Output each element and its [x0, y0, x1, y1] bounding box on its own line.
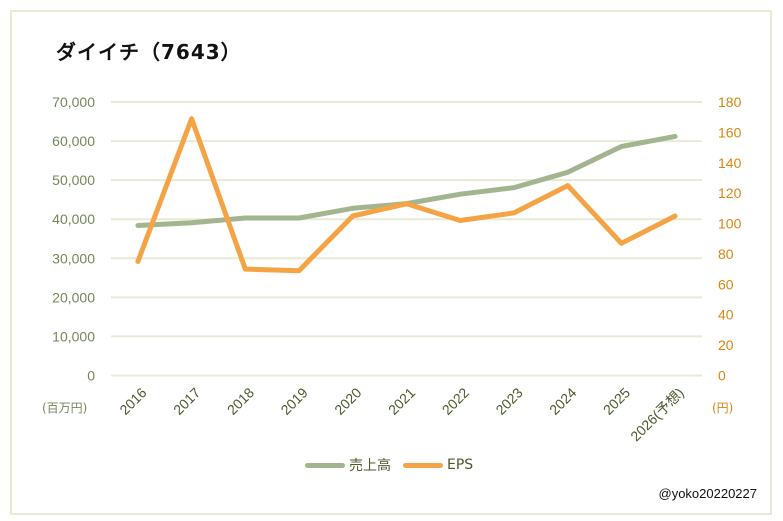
x-axis-tick: 2019	[277, 384, 310, 417]
credit-text: @yoko20220227	[658, 486, 758, 501]
left-y-axis: 0 10,000 20,000 30,000 40,000 50,000 60,000 70,…	[52, 94, 95, 384]
gridlines	[111, 101, 702, 377]
eps-series-line	[135, 116, 678, 274]
x-axis-tick: 2023	[492, 384, 525, 417]
x-axis-tick: 2022	[439, 384, 472, 417]
x-axis-tick: 2025	[600, 384, 633, 417]
legend-item-eps[interactable]: EPS	[403, 457, 473, 473]
legend-label-eps: EPS	[447, 457, 474, 473]
legend-label-sales: 売上高	[349, 458, 391, 474]
right-axis-tick: 80	[718, 246, 734, 262]
legend: 売上高 EPS	[305, 455, 473, 475]
left-axis-tick: 70,000	[52, 94, 95, 110]
right-axis-tick: 20	[718, 337, 734, 353]
chart-title: ダイイチ（7643）	[56, 40, 242, 64]
x-axis-tick: 2016	[116, 384, 149, 417]
right-axis-unit: (円)	[712, 401, 733, 415]
right-axis-tick: 160	[718, 124, 742, 140]
left-axis-tick: 60,000	[52, 133, 95, 149]
x-axis-tick: 2018	[224, 384, 257, 417]
left-axis-tick: 50,000	[52, 172, 95, 188]
left-axis-unit: (百万円)	[42, 401, 87, 415]
x-axis: 2016 2017 2018 2019 2020 2021 2022 2023 2024 2025…	[116, 384, 687, 444]
x-axis-tick: 2026(予想)	[627, 384, 687, 444]
x-axis-tick: 2021	[385, 384, 418, 417]
right-axis-tick: 40	[718, 307, 734, 323]
x-axis-tick: 2024	[546, 384, 579, 417]
x-axis-tick: 2020	[331, 384, 364, 417]
left-axis-tick: 20,000	[52, 289, 95, 305]
sales-swatch-icon	[305, 462, 345, 468]
right-axis-tick: 140	[718, 155, 742, 171]
right-y-axis: 0 20 40 60 80 100 120 140 160 180	[718, 94, 742, 384]
right-axis-tick: 120	[718, 185, 742, 201]
right-axis-tick: 180	[718, 94, 742, 110]
left-axis-tick: 0	[87, 368, 95, 384]
x-axis-tick: 2017	[170, 384, 203, 417]
legend-item-sales[interactable]: 売上高	[305, 455, 391, 475]
right-axis-tick: 100	[718, 216, 742, 232]
left-axis-tick: 30,000	[52, 250, 95, 266]
eps-swatch-icon	[403, 462, 443, 468]
right-axis-tick: 0	[718, 368, 726, 384]
left-axis-tick: 40,000	[52, 211, 95, 227]
left-axis-tick: 10,000	[52, 328, 95, 344]
right-axis-tick: 60	[718, 276, 734, 292]
